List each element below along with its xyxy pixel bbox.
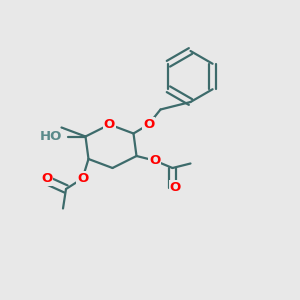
Text: O: O [169,181,181,194]
Text: O: O [41,172,53,185]
Text: O: O [104,118,115,131]
Text: HO: HO [40,130,62,143]
Text: O: O [77,172,88,185]
Text: O: O [149,154,160,167]
Text: O: O [143,118,154,131]
